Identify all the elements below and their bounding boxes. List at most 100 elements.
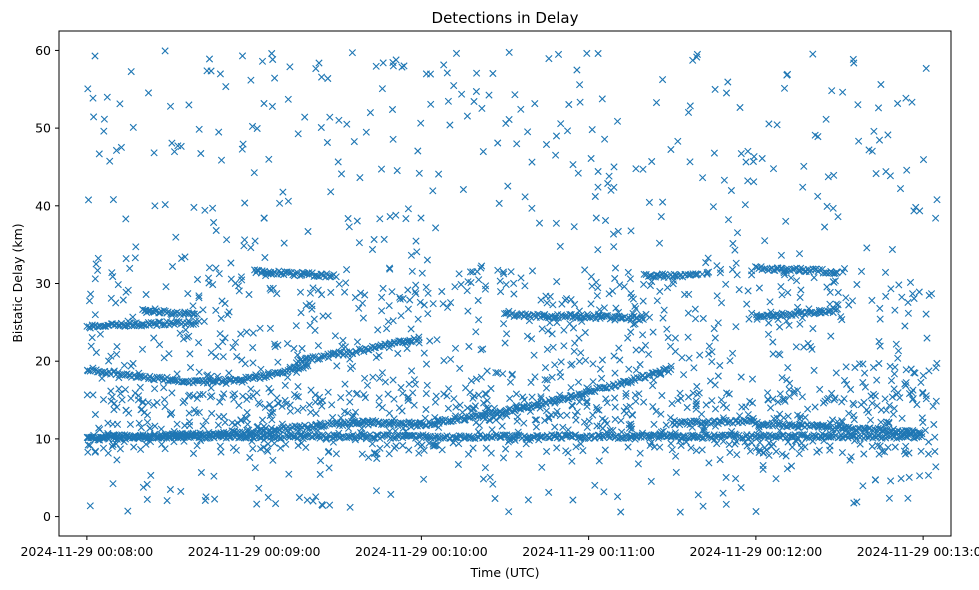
scatter-point bbox=[113, 350, 121, 358]
scatter-point bbox=[137, 406, 145, 414]
scatter-point bbox=[671, 347, 679, 356]
scatter-point bbox=[542, 384, 551, 392]
scatter-point bbox=[553, 407, 561, 415]
scatter-point bbox=[310, 315, 318, 323]
scatter-point bbox=[89, 366, 97, 374]
scatter-point bbox=[330, 431, 338, 439]
scatter-point bbox=[103, 93, 111, 101]
y-axis-label: Bistatic Delay (km) bbox=[10, 223, 25, 342]
scatter-point bbox=[157, 425, 165, 433]
scatter-point bbox=[560, 342, 568, 350]
scatter-point bbox=[626, 402, 634, 410]
scatter-point bbox=[106, 157, 114, 165]
scatter-point bbox=[887, 377, 896, 385]
scatter-point bbox=[346, 398, 354, 406]
scatter-point bbox=[910, 434, 919, 442]
scatter-point bbox=[875, 337, 883, 346]
scatter-point bbox=[521, 193, 529, 201]
scatter-point bbox=[864, 408, 872, 416]
scatter-point bbox=[796, 320, 804, 328]
scatter-point bbox=[265, 372, 274, 380]
scatter-point bbox=[594, 284, 602, 292]
scatter-point bbox=[732, 259, 740, 267]
scatter-point bbox=[627, 328, 635, 336]
scatter-point bbox=[676, 437, 684, 445]
scatter-point bbox=[368, 245, 377, 254]
scatter-point bbox=[415, 333, 423, 341]
scatter-point bbox=[150, 149, 158, 157]
scatter-point bbox=[902, 379, 910, 387]
scatter-point bbox=[303, 359, 311, 367]
scatter-point bbox=[614, 493, 622, 501]
scatter-point bbox=[755, 423, 763, 431]
scatter-point bbox=[86, 502, 94, 510]
scatter-point bbox=[455, 432, 463, 440]
scatter-point bbox=[517, 105, 525, 113]
scatter-point bbox=[640, 280, 648, 288]
scatter-point bbox=[881, 448, 889, 456]
y-tick-label: 20 bbox=[35, 354, 51, 369]
scatter-point bbox=[693, 53, 701, 61]
scatter-point bbox=[528, 267, 537, 275]
scatter-point bbox=[833, 418, 841, 426]
scatter-point bbox=[745, 315, 753, 323]
scatter-point bbox=[335, 429, 343, 437]
scatter-point bbox=[195, 368, 203, 376]
scatter-point bbox=[692, 397, 700, 405]
scatter-point bbox=[932, 214, 940, 222]
scatter-point bbox=[629, 320, 637, 328]
scatter-point bbox=[472, 87, 480, 96]
scatter-point bbox=[566, 320, 574, 328]
scatter-point bbox=[798, 439, 806, 447]
scatter-point bbox=[797, 286, 805, 294]
scatter-point bbox=[581, 266, 589, 274]
scatter-point bbox=[659, 76, 667, 84]
scatter-point bbox=[212, 306, 220, 314]
scatter-point bbox=[465, 433, 473, 441]
scatter-point bbox=[794, 423, 802, 431]
scatter-point bbox=[724, 216, 733, 224]
scatter-point bbox=[623, 315, 631, 323]
scatter-point bbox=[839, 434, 847, 442]
scatter-point bbox=[611, 316, 619, 324]
scatter-point bbox=[778, 450, 786, 458]
scatter-point bbox=[645, 313, 654, 321]
scatter-point bbox=[875, 136, 884, 144]
scatter-point bbox=[752, 507, 760, 516]
scatter-point bbox=[407, 325, 415, 333]
scatter-point bbox=[235, 287, 243, 295]
scatter-point bbox=[705, 432, 713, 440]
scatter-point bbox=[559, 423, 567, 431]
scatter-point bbox=[172, 233, 180, 241]
scatter-point bbox=[552, 132, 561, 140]
scatter-point bbox=[136, 383, 144, 391]
scatter-point bbox=[383, 325, 391, 333]
scatter-point bbox=[557, 120, 565, 128]
scatter-point bbox=[261, 253, 269, 262]
scatter-point bbox=[776, 420, 784, 428]
scatter-point bbox=[736, 103, 744, 112]
scatter-point bbox=[207, 384, 215, 392]
y-tick-label: 40 bbox=[35, 198, 51, 213]
scatter-point bbox=[190, 203, 198, 211]
scatter-point bbox=[579, 390, 587, 398]
scatter-point bbox=[470, 97, 478, 106]
scatter-point bbox=[195, 317, 203, 325]
scatter-point bbox=[366, 109, 374, 117]
scatter-point bbox=[303, 496, 311, 504]
scatter-point bbox=[776, 427, 784, 435]
scatter-point bbox=[723, 389, 731, 397]
scatter-point bbox=[735, 286, 743, 294]
scatter-point bbox=[185, 409, 193, 417]
scatter-point bbox=[781, 311, 789, 320]
scatter-point bbox=[495, 199, 503, 207]
scatter-point bbox=[922, 395, 930, 403]
scatter-point bbox=[876, 315, 884, 323]
scatter-point bbox=[898, 414, 906, 422]
scatter-point bbox=[783, 317, 791, 325]
scatter-point bbox=[722, 500, 730, 508]
scatter-point bbox=[182, 326, 190, 334]
scatter-point bbox=[695, 389, 703, 397]
scatter-point bbox=[680, 371, 688, 379]
scatter-point bbox=[252, 371, 260, 379]
